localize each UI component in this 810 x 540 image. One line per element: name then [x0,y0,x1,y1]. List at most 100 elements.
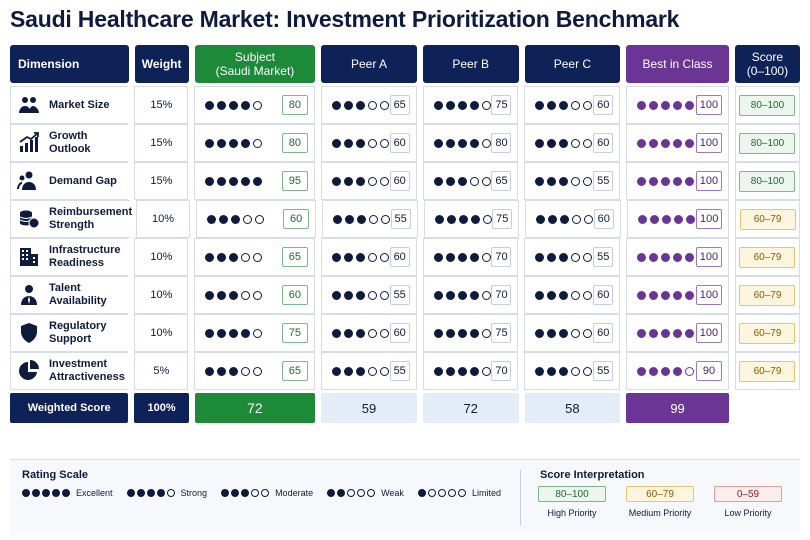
rating-dot [469,252,479,262]
weighted-subject: 72 [194,393,316,423]
rating-dots [205,100,263,110]
rating-dot [481,252,491,262]
peer-b-cell: 80 [422,124,519,162]
score-band: 80–100 [739,170,796,192]
interpretation-label: High Priority [547,508,597,518]
rating-scale-label: Weak [381,488,404,498]
rating-dot [229,138,239,148]
rating-dot [470,214,480,224]
rating-dot [253,100,263,110]
rating-scale: Excellent Strong Moderate Weak Limited [22,488,515,498]
weighted-peer-b: 72 [422,393,519,423]
rating-dot [535,100,545,110]
rating-dot [253,138,263,148]
rating-dot [637,290,647,300]
header-score-line1: Score [751,50,784,64]
rating-dot [229,328,239,338]
rating-dot [583,100,593,110]
rating-dot [331,176,341,186]
rating-dot [583,366,593,376]
rating-dot [253,290,263,300]
best-cell: 90 [626,352,729,390]
rating-dot [457,138,467,148]
rating-dot [445,176,455,186]
rating-dot [355,138,365,148]
rating-scale-title: Rating Scale [22,469,89,481]
dimension-label: Infrastructure [49,244,121,256]
interpretation-range: 80–100 [538,486,606,502]
rating-dot [481,176,491,186]
dimension-cell: Infrastructure Readiness [10,238,129,276]
header-subject-line1: Subject [234,50,275,64]
users-icon [17,169,41,193]
rating-dot [559,366,569,376]
rating-dot [251,489,260,497]
peer-a-cell: 65 [320,86,417,124]
rating-dot [649,214,659,224]
rating-dot [559,328,569,338]
weight-cell: 5% [134,352,189,390]
rating-dots [327,489,376,497]
rating-dots [433,138,491,148]
table-row: Growth Outlook 15% 80 60 80 60 100 80–100 [10,124,800,162]
rating-dot [156,489,165,497]
dimension-label-line2: Strength [49,219,95,231]
rating-dot [381,214,391,224]
rating-dot [417,489,426,497]
rating-dot [547,176,557,186]
peer-b-cell: 70 [422,276,519,314]
rating-dot [367,489,376,497]
rating-dot [571,100,581,110]
rating-dot [481,290,491,300]
rating-dot [433,100,443,110]
rating-dot [433,366,443,376]
table-row: Infrastructure Readiness 10% 65 60 70 55 100 60–… [10,238,800,276]
table-body: Market Size 15% 80 65 75 60 100 80–100 Growth Ou… [10,86,801,390]
peer-c-cell: 55 [524,352,621,390]
score-band-cell: 80–100 [734,162,800,200]
rating-dot [333,214,343,224]
peer-c-score: 55 [593,361,614,381]
rating-dots [535,138,593,148]
rating-dot [337,489,346,497]
peer-c-score: 60 [593,209,614,229]
rating-dot [469,138,479,148]
rating-dot [673,176,683,186]
rating-dots [22,489,70,497]
rating-dot [547,366,557,376]
rating-dot [379,366,389,376]
subject-cell: 80 [194,124,315,162]
rating-dot [207,214,217,224]
peer-b-score: 70 [491,247,512,267]
people-icon [17,93,41,117]
rating-dots [331,252,389,262]
rating-dot [469,290,479,300]
header-score: Score (0–100) [734,45,800,83]
rating-dot [637,214,647,224]
rating-dot [166,489,175,497]
rating-dot [241,100,251,110]
rating-dot [367,138,377,148]
rating-dots [333,214,391,224]
header-best-in-class: Best in Class [626,45,729,83]
rating-dot [559,100,569,110]
rating-dot [331,138,341,148]
rating-dots [331,138,389,148]
rating-scale-item: Excellent [22,488,113,498]
rating-dot [217,176,227,186]
rating-dot [433,138,443,148]
best-score: 100 [695,247,722,267]
rating-dot [469,176,479,186]
rating-dots [433,100,491,110]
rating-dot [457,366,467,376]
dimension-cell: Reimbursement Strength [10,200,132,238]
rating-dot [649,138,659,148]
rating-dots [205,176,263,186]
rating-dot [217,290,227,300]
rating-scale-label: Moderate [275,488,314,498]
dimension-label: Investment [49,358,108,370]
rating-dot [535,328,545,338]
best-cell: 100 [626,314,729,352]
weight-cell: 10% [134,314,189,352]
rating-dot [355,366,365,376]
